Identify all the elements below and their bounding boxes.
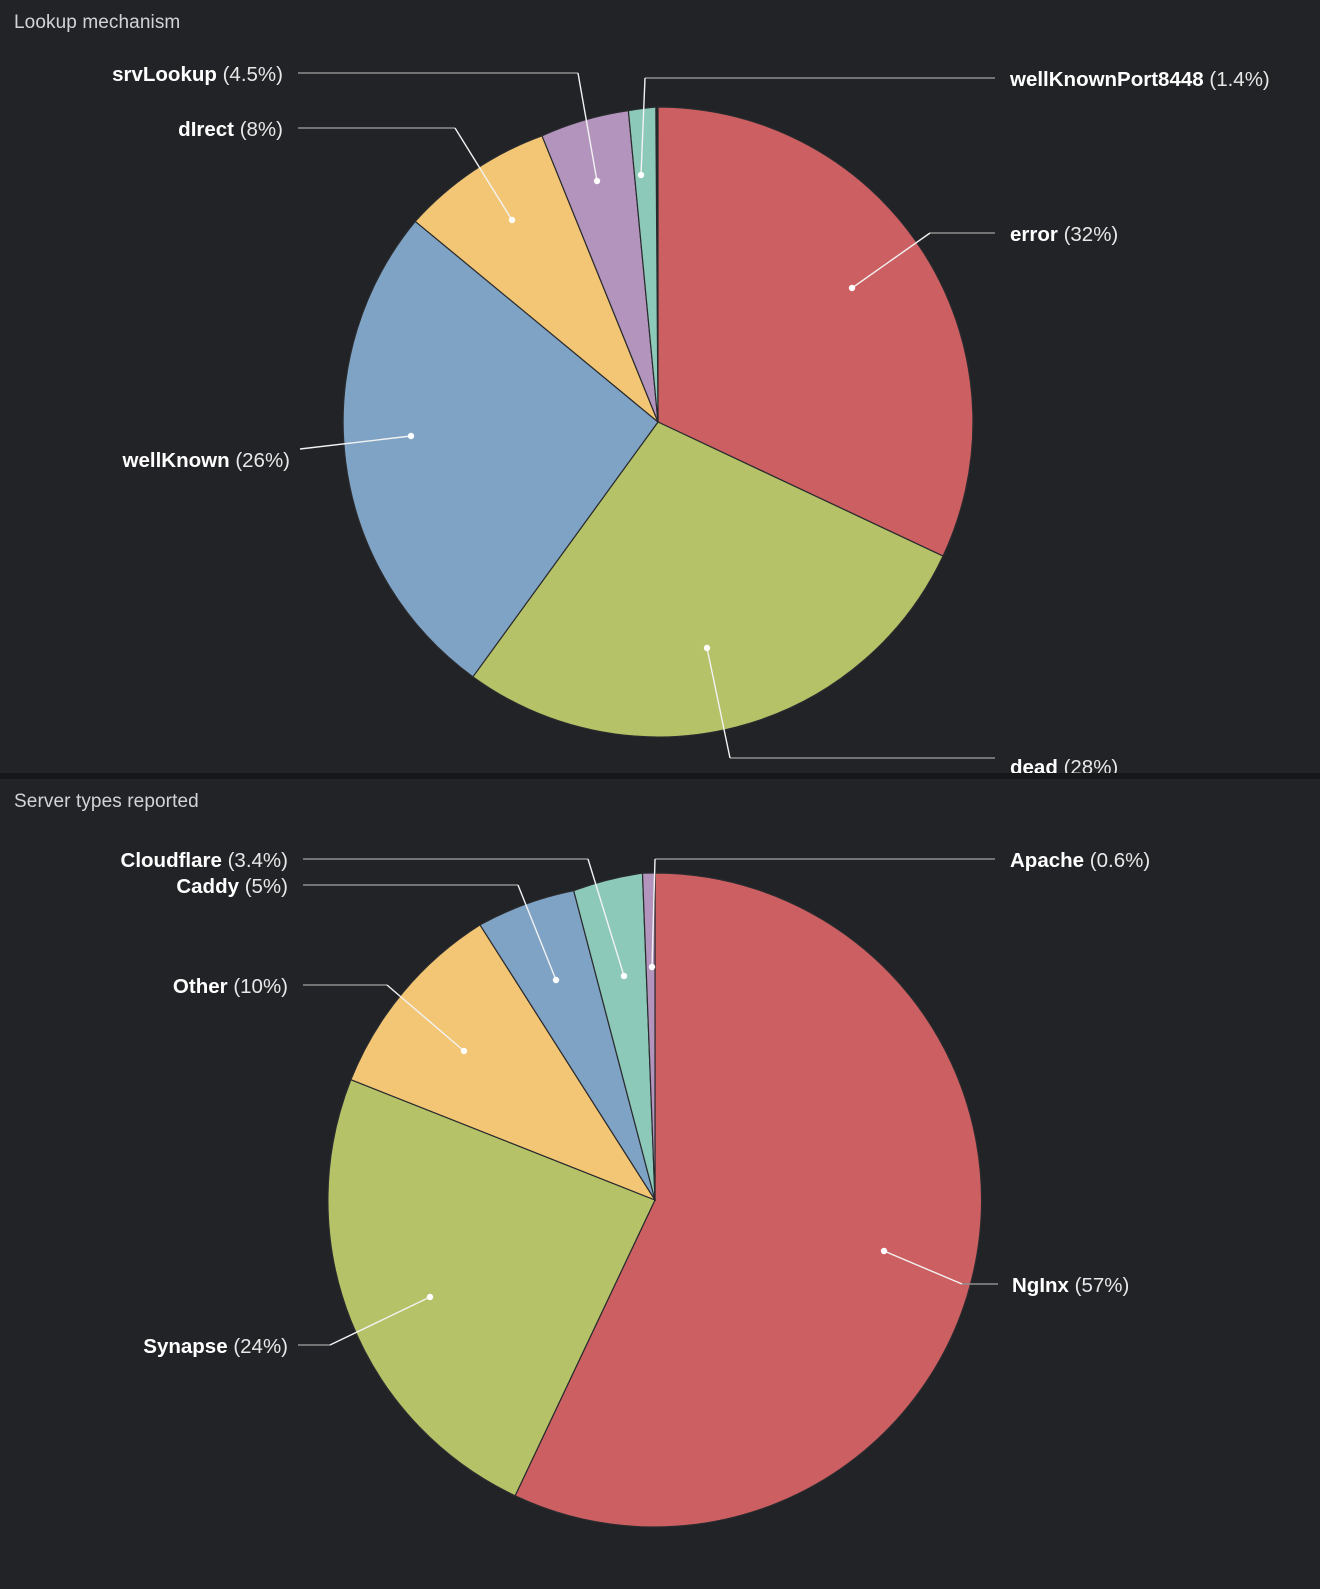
leader-dot-srvlookup xyxy=(593,177,601,185)
pie-slice-synapse[interactable] xyxy=(327,1078,656,1497)
pie-label-error: error (32%) xyxy=(1010,223,1118,246)
leader-dot-caddy xyxy=(552,976,560,984)
pie-label-direct: dIrect (8%) xyxy=(178,118,283,141)
pie-label-nginx: NgInx (57%) xyxy=(1012,1274,1129,1297)
pie-slice-wellknown[interactable] xyxy=(342,220,659,678)
pie-chart-lookup-mechanism[interactable]: error (32%) wellKnownPort8448 (1.4%) srv… xyxy=(0,0,1320,773)
leader-line-inner-dead xyxy=(706,647,731,759)
pie-label-wellknownport8448: wellKnownPort8448 (1.4%) xyxy=(1009,68,1270,91)
leader-line-inner-direct xyxy=(454,127,513,221)
leader-line-inner-caddy xyxy=(517,884,557,981)
pie-label-srvlookup: srvLookup (4.5%) xyxy=(112,63,283,86)
leader-dot-wellknownport8448 xyxy=(637,171,645,179)
leader-dot-dead xyxy=(703,644,711,652)
leader-line-inner-srvlookup xyxy=(577,72,598,182)
pie-slice-wellknownport8448[interactable] xyxy=(627,106,659,423)
panel-title-lookup-mechanism: Lookup mechanism xyxy=(14,12,181,33)
panel-server-types-reported[interactable]: Server types reported Apache (0.6%) xyxy=(0,779,1320,1589)
pie-label-apache: Apache (0.6%) xyxy=(1010,849,1150,872)
pie-label-other: Other (10%) xyxy=(173,975,288,998)
panel-title-server-types-reported: Server types reported xyxy=(14,791,199,812)
pie-label-caddy: Caddy (5%) xyxy=(176,875,288,898)
leader-line-inner-cloudflare xyxy=(587,858,625,977)
leader-dot-synapse xyxy=(426,1293,434,1301)
pie-slice-other[interactable] xyxy=(350,924,657,1202)
pie-slice-direct[interactable] xyxy=(414,135,659,423)
leader-line-inner-synapse xyxy=(329,1296,431,1346)
leader-line-wellknown xyxy=(299,435,412,450)
pie-label-synapse: Synapse (24%) xyxy=(143,1335,288,1358)
pie-slice-dead[interactable] xyxy=(472,421,944,738)
leader-dot-error xyxy=(848,284,856,292)
leader-dot-wellknown xyxy=(407,432,415,440)
pie-label-cloudflare: Cloudflare (3.4%) xyxy=(121,849,288,872)
panel-lookup-mechanism[interactable]: Lookup mechanism error (32%) xyxy=(0,0,1320,773)
leader-line-inner-nginx xyxy=(883,1250,963,1285)
pie-label-wellknown: wellKnown (26%) xyxy=(122,449,290,472)
leader-line-inner-other xyxy=(386,984,465,1052)
leader-dot-cloudflare xyxy=(620,972,628,980)
leader-line-inner-wellknownport8448 xyxy=(640,77,646,176)
leader-dot-nginx xyxy=(880,1247,888,1255)
pie-label-dead: dead (28%) xyxy=(1010,756,1118,773)
pie-chart-server-types-reported[interactable]: Apache (0.6%) Cloudflare (3.4%) Caddy (5… xyxy=(0,779,1320,1589)
pie-slice-error[interactable] xyxy=(657,106,974,557)
leader-line-inner-error xyxy=(851,232,931,289)
pie-slice-nginx[interactable] xyxy=(514,872,983,1528)
leader-dot-direct xyxy=(508,216,516,224)
leader-dot-apache xyxy=(648,963,656,971)
leader-line-inner-apache xyxy=(651,858,656,968)
leader-dot-other xyxy=(460,1047,468,1055)
